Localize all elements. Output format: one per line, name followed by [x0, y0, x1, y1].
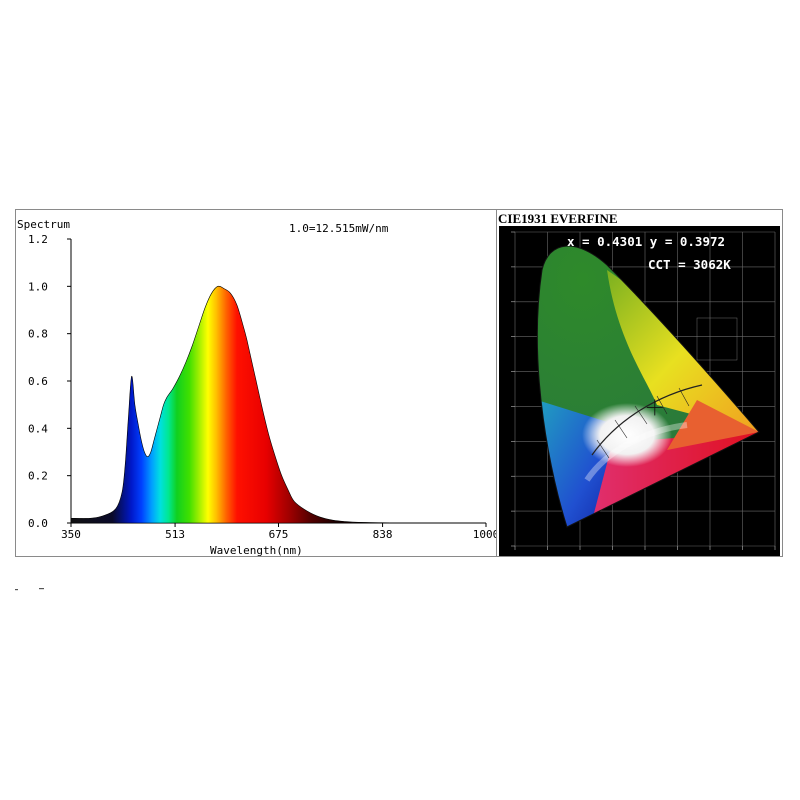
cie-legend-box [696, 317, 738, 361]
cie-diagram-panel: CIE1931 EVERFINE x = 0.4301 y = 0.3972 C… [497, 210, 782, 556]
spectral-report: 0.0 0.2 0.4 0.6 0.8 1.0 1.2 350 513 675 838 1000 Sp… [15, 209, 783, 557]
spectrum-y-tick-label: 0.8 [28, 328, 48, 341]
cie-axis-ticks [511, 231, 776, 550]
spectrum-y-tick-label: 0.2 [28, 470, 48, 483]
chromaticity-coordinates-readout: x = 0.4301 y = 0.3972 [567, 234, 726, 249]
spectrum-x-tick-label: 675 [269, 528, 289, 541]
spectrum-curve-area [70, 285, 486, 524]
spectrum-tick-labels: 0.0 0.2 0.4 0.6 0.8 1.0 1.2 350 513 675 838 1000 [28, 233, 499, 541]
cie-chromaticity-diagram [499, 226, 780, 556]
spectrum-chart: 0.0 0.2 0.4 0.6 0.8 1.0 1.2 350 513 675 838 1000 Sp… [17, 218, 499, 557]
spectrum-y-tick-label: 0.4 [28, 422, 48, 435]
spectrum-y-tick-label: 0.6 [28, 375, 48, 388]
spectrum-x-tick-label: 1000 [473, 528, 496, 541]
planckian-locus [591, 384, 703, 456]
chromaticity-point-marker [646, 399, 663, 416]
spectrum-y-tick-label: 1.2 [28, 233, 48, 246]
spectrum-x-tick-label: 513 [165, 528, 185, 541]
isotemperature-lines [596, 387, 690, 459]
spectrum-chart-panel: 0.0 0.2 0.4 0.6 0.8 1.0 1.2 350 513 675 838 1000 Sp… [16, 210, 499, 557]
spectral-locus [536, 245, 760, 528]
panel-divider [496, 210, 497, 556]
correlated-color-temperature: CCT = 3062K [648, 257, 731, 272]
stray-mark [15, 588, 44, 591]
spectrum-scale-annotation: 1.0=12.515mW/nm [289, 222, 389, 235]
cie-diagram-title: CIE1931 EVERFINE [497, 211, 622, 226]
spectrum-title: Spectrum [17, 218, 70, 231]
spectrum-y-tick-label: 1.0 [28, 280, 48, 293]
spectrum-x-tick-label: 350 [61, 528, 81, 541]
spectrum-x-tick-label: 838 [373, 528, 393, 541]
spectrum-y-tick-label: 0.0 [28, 517, 48, 530]
spectrum-x-axis-label: Wavelength(nm) [210, 544, 303, 556]
